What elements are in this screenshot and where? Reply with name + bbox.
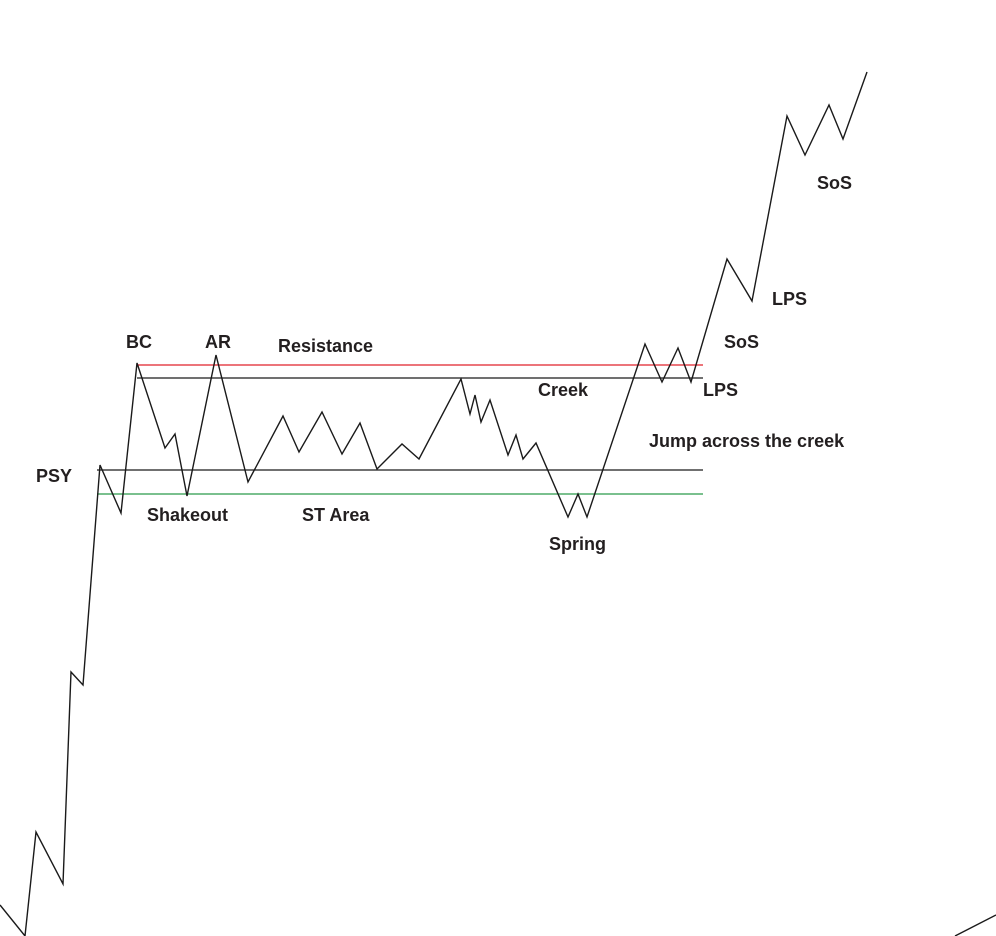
sos-label-lower: SoS xyxy=(724,332,759,352)
sos-label-upper: SoS xyxy=(817,173,852,193)
lps-label-upper: LPS xyxy=(772,289,807,309)
shakeout-label: Shakeout xyxy=(147,505,228,525)
ar-label: AR xyxy=(205,332,231,352)
creek-label: Creek xyxy=(538,380,589,400)
lps-label-lower: LPS xyxy=(703,380,738,400)
resistance-label: Resistance xyxy=(278,336,373,356)
spring-label: Spring xyxy=(549,534,606,554)
st-area-label: ST Area xyxy=(302,505,370,525)
price-path-fragment xyxy=(954,914,996,936)
price-path xyxy=(0,71,868,936)
bc-label: BC xyxy=(126,332,152,352)
jump-across-creek-label: Jump across the creek xyxy=(649,431,845,451)
psy-label: PSY xyxy=(36,466,72,486)
